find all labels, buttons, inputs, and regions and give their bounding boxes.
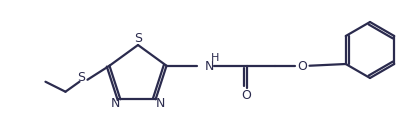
Text: S: S — [134, 32, 142, 45]
Text: O: O — [298, 60, 308, 73]
Text: N: N — [111, 97, 120, 110]
Text: N: N — [156, 97, 165, 110]
Text: N: N — [205, 60, 214, 73]
Text: O: O — [242, 89, 251, 102]
Text: S: S — [78, 71, 85, 84]
Text: H: H — [210, 53, 219, 63]
